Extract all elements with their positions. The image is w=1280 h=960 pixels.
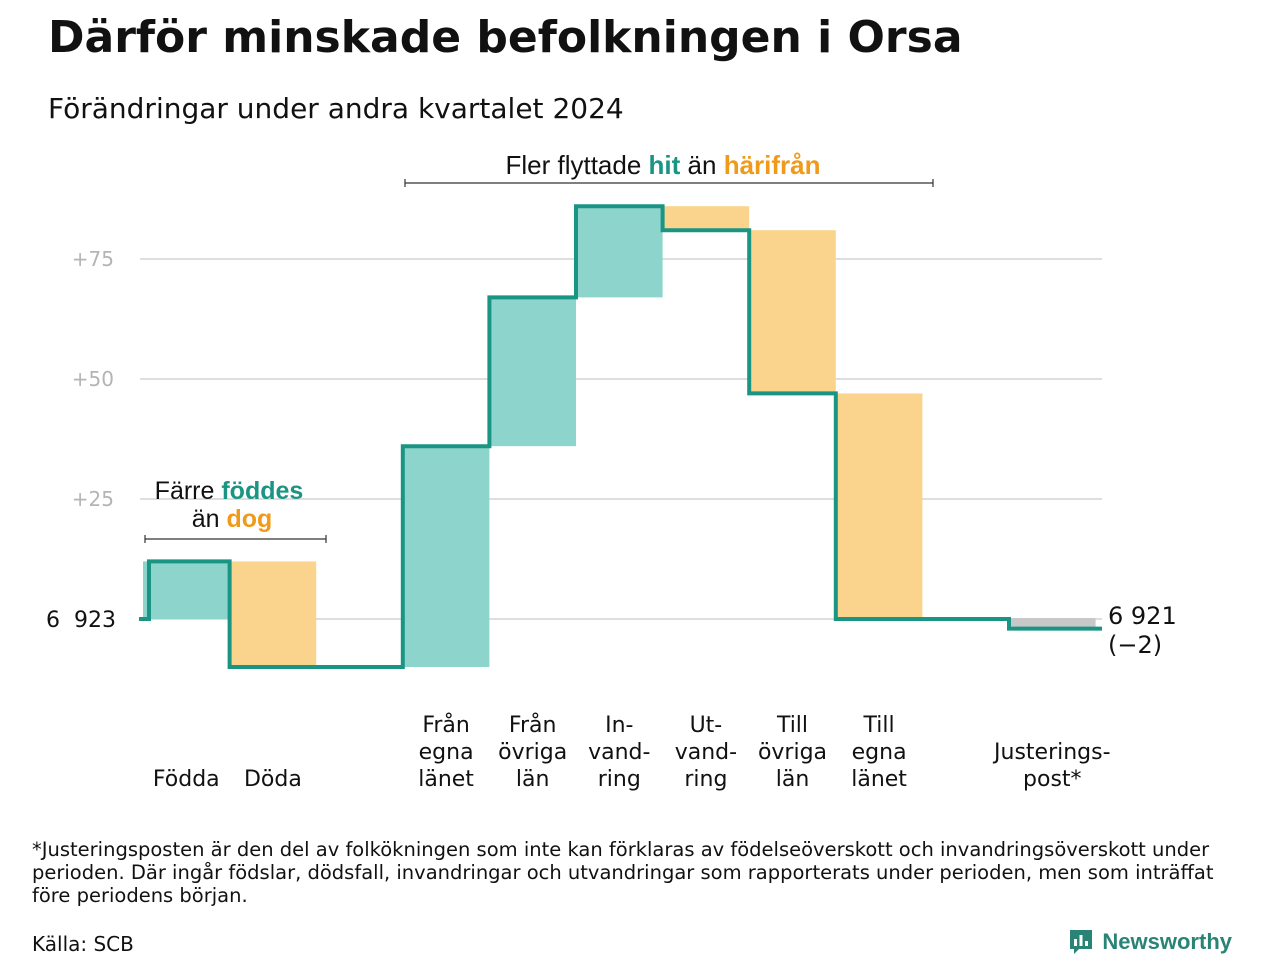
- births-annotation-line1: Färre föddes: [155, 477, 304, 505]
- category-label: Födda: [153, 767, 220, 792]
- deaths-highlight-text: dog: [226, 505, 272, 533]
- category-label: Från: [509, 712, 557, 738]
- category-label: länet: [418, 767, 474, 792]
- category-label: Till: [776, 713, 808, 738]
- bar-increase: [576, 206, 663, 298]
- category-label: vand-: [588, 740, 650, 765]
- bar-increase: [143, 561, 230, 619]
- category-label: egna: [852, 740, 907, 765]
- step-line-layer: [139, 204, 1102, 669]
- category-label: övriga: [498, 740, 567, 765]
- category-label: egna: [419, 740, 474, 765]
- bar-decrease: [662, 206, 750, 231]
- step-line: [139, 204, 1102, 669]
- category-label: In-: [605, 713, 633, 738]
- category-label: ring: [684, 767, 727, 792]
- start-value-label: 6 923: [46, 608, 116, 633]
- category-label: län: [516, 767, 550, 792]
- category-label: Till: [863, 713, 895, 738]
- bar-adjustment: [1009, 618, 1096, 628]
- bar-decrease: [229, 561, 317, 667]
- category-label: Döda: [244, 767, 302, 792]
- migration-annotation-text: än: [680, 150, 723, 180]
- category-label: Justerings-: [992, 740, 1111, 765]
- bar-decrease: [749, 230, 836, 394]
- bar-increase: [489, 297, 576, 447]
- end-value-label: 6 921: [1108, 602, 1177, 630]
- bar-decrease: [835, 393, 923, 619]
- births-annotation-line2: än dog: [192, 505, 273, 533]
- brand-name: Newsworthy: [1102, 929, 1232, 954]
- births-annotation-text: Färre: [155, 477, 222, 505]
- migration-annotation-text: Fler flyttade: [505, 150, 648, 180]
- bars: [143, 206, 1096, 667]
- category-label: län: [776, 767, 810, 792]
- newsworthy-logo-icon: [1070, 930, 1093, 954]
- footnote: *Justeringsposten är den del av folkökni…: [32, 838, 1214, 907]
- migration-annotation: Fler flyttade hit än härifrån: [505, 150, 820, 180]
- category-label: vand-: [675, 740, 737, 765]
- chart-subtitle: Förändringar under andra kvartalet 2024: [48, 92, 624, 125]
- category-label: övriga: [758, 740, 827, 765]
- category-label: Ut-: [690, 713, 723, 738]
- births-highlight-text: föddes: [221, 477, 303, 505]
- in-migration-highlight-text: hit: [649, 150, 681, 180]
- brand-logo: Newsworthy: [1068, 928, 1232, 956]
- category-label: Från: [422, 712, 470, 738]
- y-tick-label: +50: [72, 367, 114, 391]
- category-label: ring: [598, 767, 641, 792]
- chart-title: Därför minskade befolkningen i Orsa: [48, 12, 963, 63]
- category-label: länet: [851, 767, 907, 792]
- category-label: post*: [1023, 767, 1082, 792]
- births-annotation-text: än: [192, 505, 227, 533]
- end-change-label: (−2): [1108, 631, 1162, 659]
- out-migration-highlight-text: härifrån: [724, 150, 821, 180]
- source-label: Källa: SCB: [32, 932, 134, 956]
- y-tick-label: +75: [72, 247, 114, 271]
- bar-increase: [402, 446, 490, 667]
- y-tick-label: +25: [72, 487, 114, 511]
